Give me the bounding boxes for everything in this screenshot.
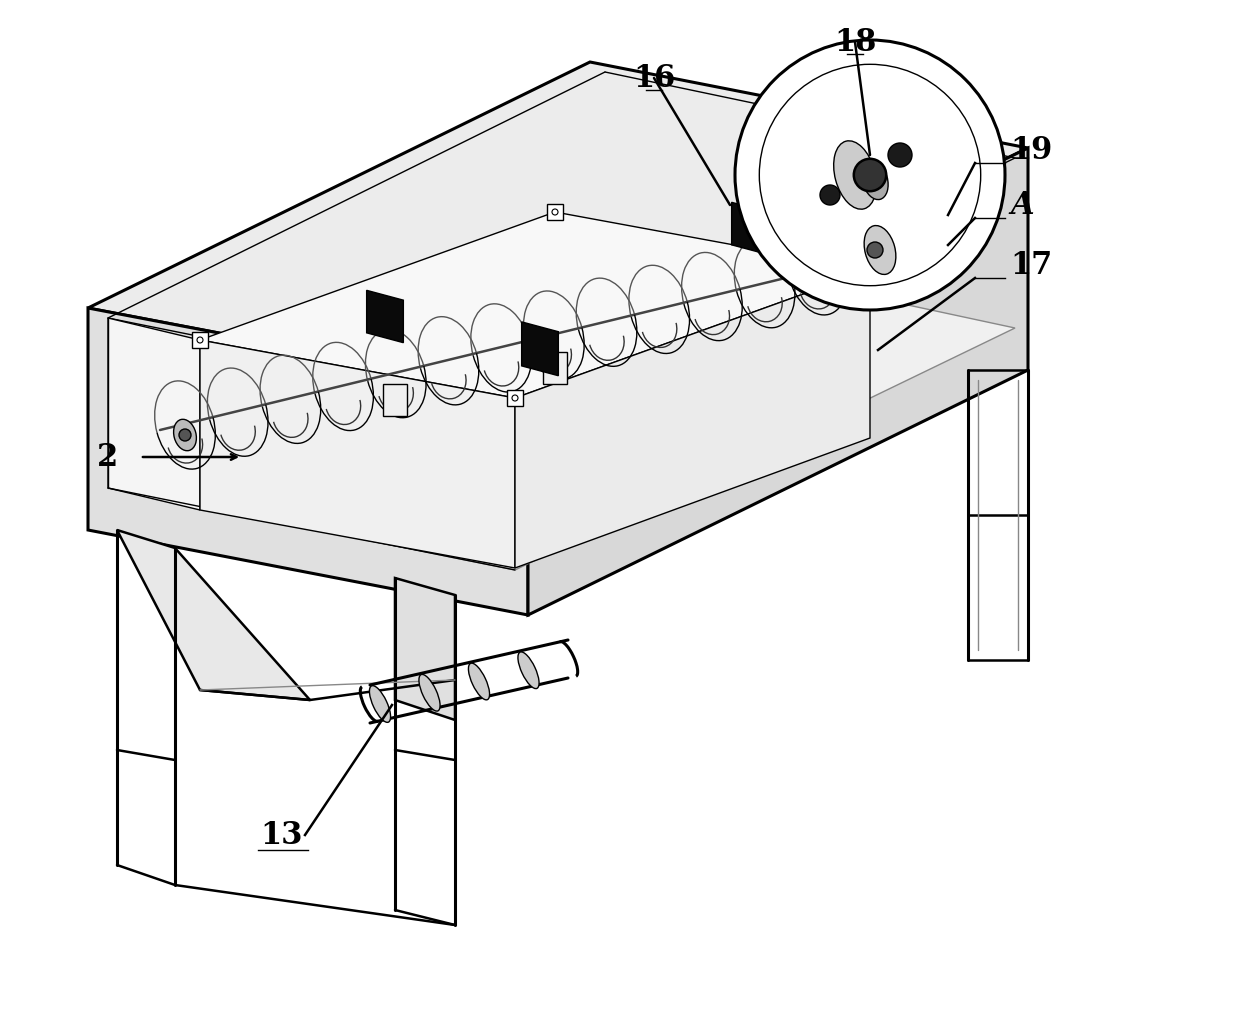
Circle shape	[888, 143, 911, 167]
Text: 13: 13	[260, 819, 304, 850]
Ellipse shape	[370, 686, 391, 723]
Ellipse shape	[419, 674, 440, 712]
Text: 2: 2	[98, 442, 119, 472]
Circle shape	[759, 64, 981, 286]
Polygon shape	[507, 390, 523, 406]
Text: 17: 17	[1011, 249, 1053, 281]
Text: A: A	[1011, 189, 1034, 221]
Polygon shape	[543, 352, 567, 384]
Polygon shape	[547, 204, 563, 220]
Polygon shape	[396, 578, 455, 720]
Circle shape	[867, 242, 883, 258]
Ellipse shape	[833, 140, 877, 210]
Ellipse shape	[469, 663, 490, 699]
Polygon shape	[200, 212, 870, 398]
Circle shape	[820, 185, 839, 205]
Ellipse shape	[174, 419, 196, 451]
Polygon shape	[192, 332, 208, 348]
Polygon shape	[383, 384, 407, 416]
Circle shape	[735, 40, 1004, 310]
Polygon shape	[88, 62, 1028, 392]
Polygon shape	[528, 148, 1028, 615]
Polygon shape	[88, 308, 528, 615]
Polygon shape	[515, 270, 870, 568]
Polygon shape	[108, 240, 1016, 570]
Circle shape	[512, 395, 518, 401]
Polygon shape	[522, 322, 558, 376]
Text: 16: 16	[632, 62, 675, 94]
Circle shape	[552, 209, 558, 215]
Polygon shape	[117, 530, 310, 700]
Ellipse shape	[862, 161, 888, 200]
Circle shape	[197, 337, 203, 343]
Text: 18: 18	[833, 26, 877, 57]
Polygon shape	[862, 262, 878, 278]
Circle shape	[867, 267, 873, 273]
Polygon shape	[732, 203, 769, 254]
Text: 19: 19	[1011, 134, 1053, 166]
Polygon shape	[108, 318, 200, 510]
Ellipse shape	[864, 226, 895, 275]
Polygon shape	[367, 290, 403, 343]
Polygon shape	[200, 340, 515, 568]
Ellipse shape	[518, 652, 539, 688]
Circle shape	[179, 429, 191, 441]
Circle shape	[854, 159, 887, 191]
